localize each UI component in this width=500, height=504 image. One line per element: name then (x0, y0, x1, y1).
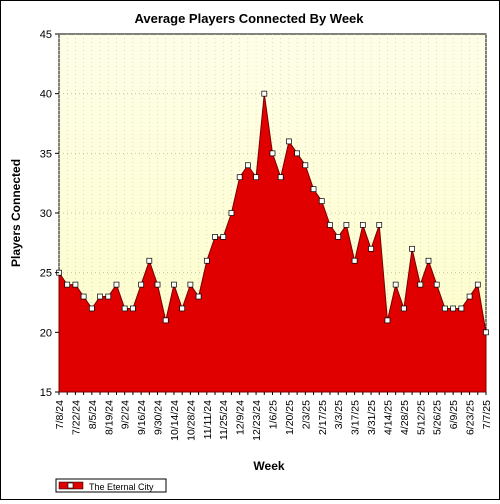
x-tick-label: 7/7/25 (481, 400, 493, 429)
y-axis-label: Players Connected (9, 159, 23, 267)
data-point (80, 293, 87, 300)
data-point (236, 174, 243, 181)
data-point (121, 305, 128, 312)
data-point (88, 305, 95, 312)
data-point (327, 222, 333, 228)
data-point (245, 162, 251, 169)
data-point (409, 245, 415, 252)
data-point (335, 234, 342, 240)
data-point (228, 210, 235, 216)
x-tick-label: 3/31/25 (366, 400, 378, 435)
x-tick-label: 10/28/24 (185, 400, 197, 441)
y-tick-label: 30 (40, 208, 52, 220)
data-point (343, 222, 350, 228)
y-tick-label: 15 (40, 387, 52, 399)
x-tick-label: 4/28/25 (399, 400, 411, 435)
x-axis-ticks: 7/8/24 7/22/24 8/5/24 8/19/24 9/2/24 9/16/24 9… (54, 392, 493, 441)
x-tick-label: 4/14/25 (382, 400, 394, 435)
x-tick-label: 12/23/24 (251, 400, 263, 441)
legend: The Eternal City (55, 478, 167, 493)
data-point (113, 281, 120, 288)
data-point (97, 293, 103, 300)
x-tick-label: 3/17/25 (350, 400, 362, 435)
data-point (351, 257, 358, 264)
legend-label: The Eternal City (89, 482, 154, 492)
data-point (195, 293, 202, 300)
series-markers (56, 90, 489, 336)
data-point (212, 234, 218, 240)
data-point (253, 174, 259, 181)
x-tick-label: 1/6/25 (268, 400, 280, 429)
data-point (187, 281, 194, 288)
data-point (417, 281, 424, 288)
data-point (474, 281, 481, 288)
x-tick-label: 2/17/25 (317, 400, 329, 435)
y-tick-label: 40 (40, 89, 52, 101)
data-point (458, 305, 465, 312)
y-tick-label: 45 (40, 29, 52, 41)
y-tick-label: 25 (40, 268, 52, 280)
x-tick-label: 8/5/24 (87, 400, 99, 429)
data-point (302, 162, 309, 169)
data-point (64, 281, 71, 288)
x-tick-label: 3/3/25 (333, 400, 345, 429)
data-point (162, 317, 169, 324)
y-tick-label: 20 (40, 327, 52, 339)
x-tick-label: 5/26/25 (432, 400, 444, 435)
data-point (450, 305, 457, 312)
x-tick-label: 9/16/24 (136, 400, 148, 435)
x-tick-label: 9/2/24 (120, 400, 132, 429)
legend-marker (67, 482, 74, 489)
data-point (359, 222, 366, 228)
data-point (130, 305, 136, 312)
x-tick-label: 5/12/25 (415, 400, 427, 435)
data-point (401, 305, 407, 312)
x-tick-label: 1/20/25 (284, 400, 296, 435)
data-point (483, 329, 489, 336)
data-point (154, 281, 161, 288)
x-tick-label: 6/23/25 (465, 400, 477, 435)
data-point (138, 281, 144, 288)
x-tick-label: 11/25/24 (218, 400, 230, 440)
data-point (261, 90, 268, 97)
data-point (466, 293, 473, 300)
data-point (179, 305, 186, 312)
data-point (376, 222, 383, 228)
x-tick-label: 7/8/24 (54, 400, 66, 429)
data-point (384, 317, 391, 324)
x-tick-label: 11/11/24 (202, 400, 214, 439)
data-point (425, 257, 432, 264)
x-tick-label: 12/9/24 (235, 400, 247, 435)
x-tick-label: 6/9/25 (448, 400, 460, 429)
data-point (392, 281, 399, 288)
chart-title: Average Players Connected By Week (134, 11, 364, 26)
data-point (286, 138, 292, 145)
data-point (368, 245, 374, 252)
y-axis-ticks: 15 20 25 30 35 40 45 (40, 29, 59, 399)
data-point (294, 150, 300, 157)
data-point (277, 174, 284, 181)
x-tick-label: 8/19/24 (103, 400, 115, 435)
legend-box (55, 478, 167, 493)
data-point (318, 198, 325, 204)
x-tick-label: 10/14/24 (169, 400, 181, 441)
data-point (442, 305, 448, 312)
data-point (146, 257, 153, 264)
x-tick-label: 2/3/25 (300, 400, 312, 429)
data-point (269, 150, 276, 157)
x-tick-label: 9/30/24 (153, 400, 165, 435)
x-axis-label: Week (253, 459, 284, 473)
data-point (105, 293, 112, 300)
data-point (171, 281, 177, 288)
x-tick-label: 7/22/24 (70, 400, 82, 435)
data-point (203, 257, 210, 264)
data-point (72, 281, 79, 288)
data-point (433, 281, 440, 288)
y-tick-label: 35 (40, 148, 52, 160)
data-point (220, 234, 227, 240)
data-point (310, 186, 317, 192)
